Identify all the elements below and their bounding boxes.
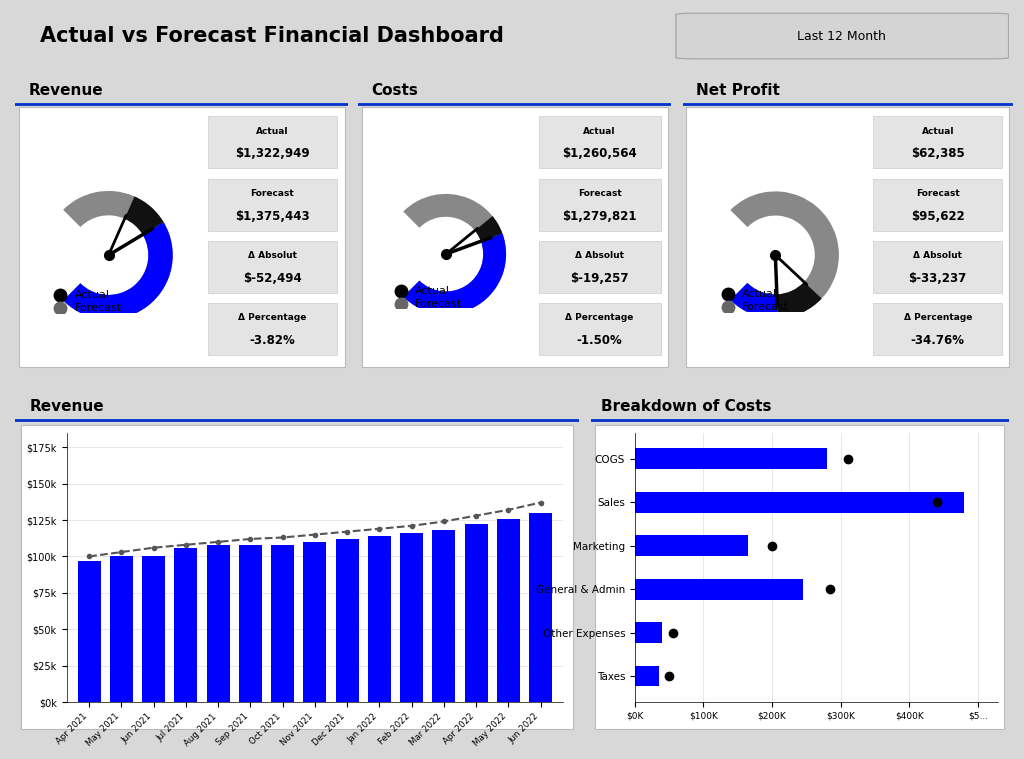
FancyBboxPatch shape: [873, 241, 1002, 293]
Wedge shape: [403, 233, 506, 314]
Wedge shape: [730, 191, 839, 319]
Text: Δ Percentage: Δ Percentage: [903, 313, 972, 323]
Text: Forecast: Forecast: [742, 302, 790, 312]
Text: $62,385: $62,385: [910, 147, 965, 160]
FancyBboxPatch shape: [595, 425, 1005, 729]
Text: Δ Percentage: Δ Percentage: [565, 313, 634, 323]
Text: -34.76%: -34.76%: [910, 334, 965, 348]
Text: Net Profit: Net Profit: [696, 83, 780, 98]
Text: Actual: Actual: [75, 290, 111, 300]
FancyBboxPatch shape: [208, 304, 337, 355]
Text: $-19,257: $-19,257: [570, 272, 629, 285]
Text: $1,279,821: $1,279,821: [562, 209, 637, 222]
Bar: [635, 578, 803, 600]
Bar: [400, 533, 423, 702]
Text: $1,322,949: $1,322,949: [236, 147, 310, 160]
Text: -1.50%: -1.50%: [577, 334, 623, 348]
Bar: [635, 449, 827, 469]
FancyBboxPatch shape: [539, 179, 660, 231]
Text: Actual: Actual: [742, 289, 777, 299]
Bar: [78, 561, 100, 702]
Bar: [529, 513, 552, 702]
FancyBboxPatch shape: [208, 241, 337, 293]
FancyBboxPatch shape: [873, 116, 1002, 168]
Text: Revenue: Revenue: [30, 399, 104, 414]
FancyBboxPatch shape: [18, 107, 345, 367]
Text: $1,260,564: $1,260,564: [562, 147, 637, 160]
Bar: [174, 548, 198, 702]
Bar: [432, 531, 456, 702]
Wedge shape: [777, 282, 821, 319]
Wedge shape: [125, 197, 164, 235]
Text: $-33,237: $-33,237: [908, 272, 967, 285]
Text: Δ Percentage: Δ Percentage: [239, 313, 306, 323]
Bar: [635, 622, 663, 643]
Text: Actual vs Forecast Financial Dashboard: Actual vs Forecast Financial Dashboard: [40, 26, 504, 46]
Bar: [303, 542, 327, 702]
FancyBboxPatch shape: [539, 116, 660, 168]
FancyBboxPatch shape: [873, 304, 1002, 355]
Bar: [207, 545, 229, 702]
Text: Breakdown of Costs: Breakdown of Costs: [601, 399, 772, 414]
FancyBboxPatch shape: [539, 241, 660, 293]
Bar: [635, 492, 965, 512]
Text: Costs: Costs: [371, 83, 418, 98]
Text: $1,375,443: $1,375,443: [236, 209, 310, 222]
FancyBboxPatch shape: [873, 179, 1002, 231]
FancyBboxPatch shape: [539, 304, 660, 355]
FancyBboxPatch shape: [686, 107, 1010, 367]
FancyBboxPatch shape: [676, 13, 1009, 58]
Text: Forecast: Forecast: [915, 189, 959, 198]
Text: Forecast: Forecast: [415, 298, 462, 309]
Bar: [635, 535, 749, 556]
Wedge shape: [63, 191, 173, 320]
Text: $95,622: $95,622: [910, 209, 965, 222]
Bar: [110, 556, 133, 702]
Text: Δ Absolut: Δ Absolut: [913, 251, 963, 260]
FancyBboxPatch shape: [208, 179, 337, 231]
FancyBboxPatch shape: [361, 107, 668, 367]
Text: Actual: Actual: [415, 286, 450, 297]
Text: Actual: Actual: [584, 127, 615, 136]
Bar: [497, 518, 520, 702]
Bar: [368, 536, 391, 702]
Bar: [336, 539, 358, 702]
FancyBboxPatch shape: [20, 425, 573, 729]
Bar: [635, 666, 658, 686]
Wedge shape: [63, 222, 173, 320]
Wedge shape: [475, 216, 503, 241]
Text: Forecast: Forecast: [578, 189, 622, 198]
Text: Δ Absolut: Δ Absolut: [575, 251, 625, 260]
Text: Δ Absolut: Δ Absolut: [248, 251, 297, 260]
FancyBboxPatch shape: [208, 116, 337, 168]
Text: Actual: Actual: [256, 127, 289, 136]
Bar: [271, 545, 294, 702]
Bar: [142, 556, 165, 702]
Text: -3.82%: -3.82%: [250, 334, 295, 348]
Bar: [239, 545, 262, 702]
Text: Last 12 Month: Last 12 Month: [798, 30, 886, 43]
Text: Forecast: Forecast: [75, 303, 122, 313]
Bar: [465, 524, 487, 702]
Wedge shape: [730, 283, 778, 319]
Text: Actual: Actual: [922, 127, 954, 136]
Text: Forecast: Forecast: [251, 189, 294, 198]
Text: $-52,494: $-52,494: [243, 272, 302, 285]
Text: Revenue: Revenue: [29, 83, 103, 98]
Wedge shape: [403, 194, 506, 314]
